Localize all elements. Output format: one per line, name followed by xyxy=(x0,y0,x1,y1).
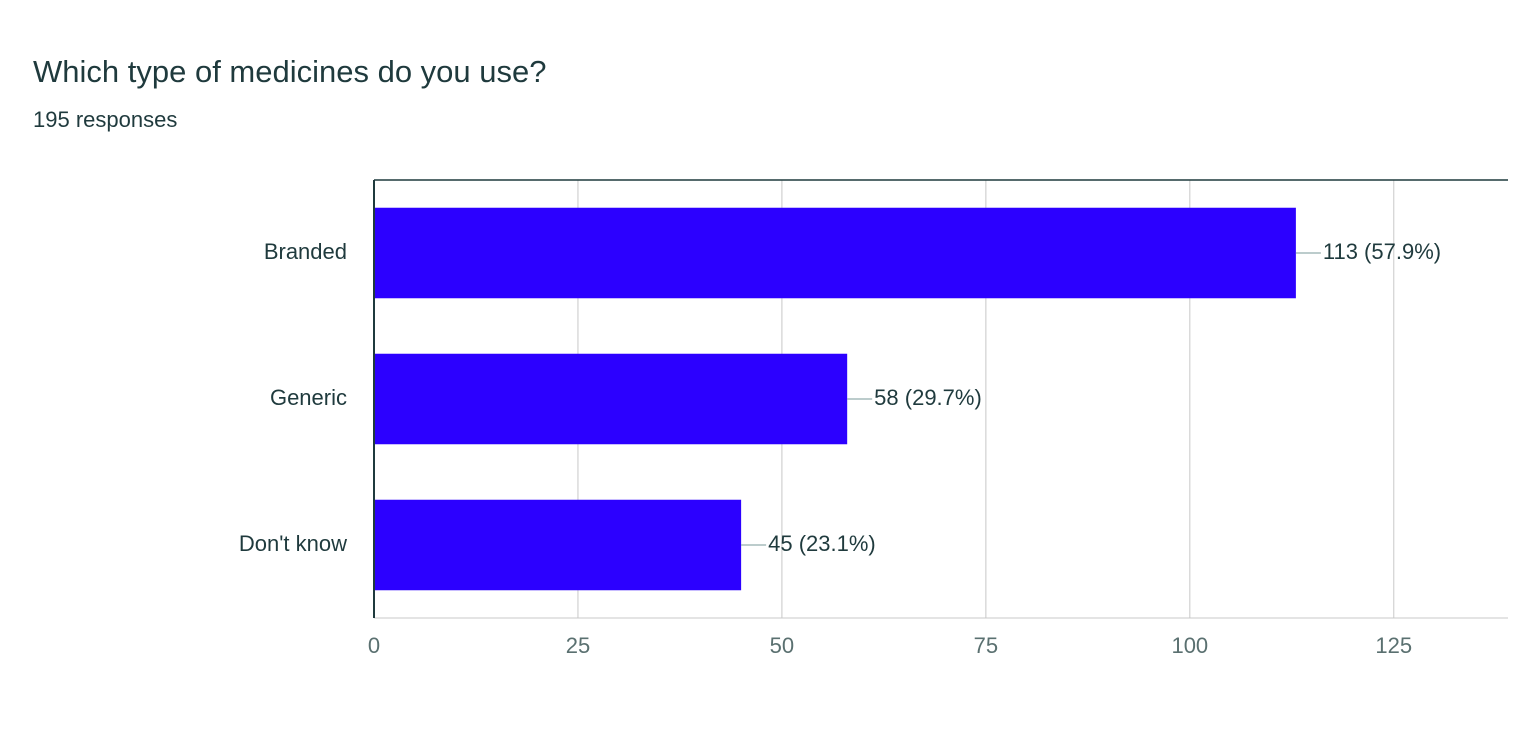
bar xyxy=(374,499,742,591)
y-tick-label: Generic xyxy=(270,385,347,410)
value-label: 58 (29.7%) xyxy=(874,385,982,410)
x-tick-label: 75 xyxy=(974,633,998,658)
chart-title: Which type of medicines do you use? xyxy=(33,54,547,89)
value-label: 45 (23.1%) xyxy=(768,531,876,556)
bar xyxy=(374,353,848,445)
value-label: 113 (57.9%) xyxy=(1323,239,1441,264)
chart-subtitle: 195 responses xyxy=(33,107,177,132)
x-tick-label: 100 xyxy=(1171,633,1208,658)
y-tick-label: Branded xyxy=(264,239,347,264)
y-tick-label: Don't know xyxy=(239,531,347,556)
x-tick-label: 0 xyxy=(368,633,380,658)
x-tick-label: 50 xyxy=(770,633,794,658)
x-tick-label: 25 xyxy=(566,633,590,658)
bar xyxy=(374,207,1296,299)
x-tick-label: 125 xyxy=(1375,633,1412,658)
